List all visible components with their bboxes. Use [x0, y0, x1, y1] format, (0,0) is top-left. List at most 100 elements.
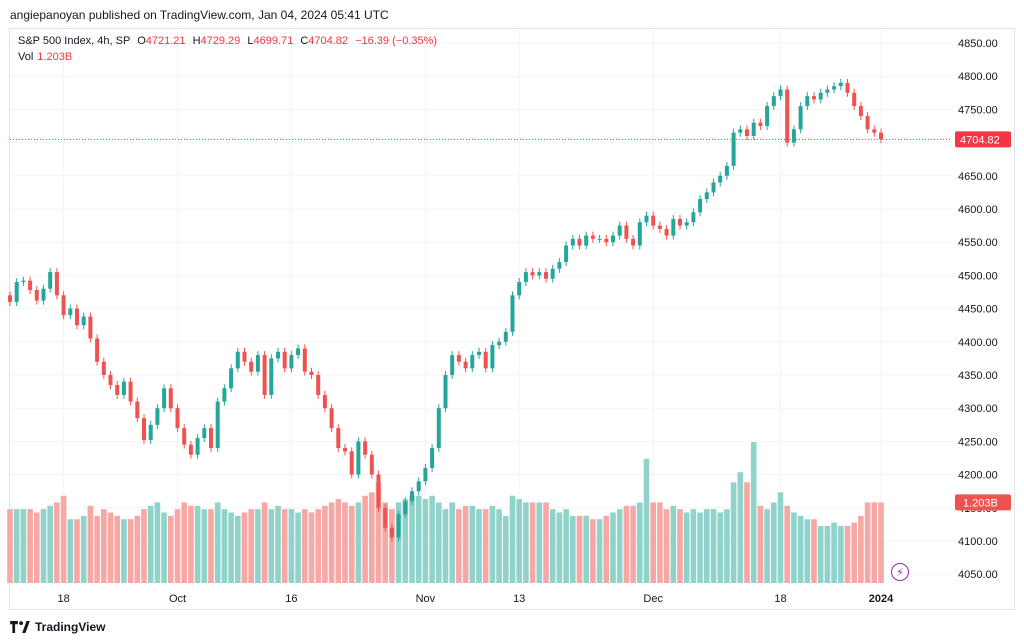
candle	[75, 304, 79, 330]
candle	[550, 264, 555, 283]
volume-legend: Vol 1.203B	[18, 51, 72, 63]
candle-body	[242, 351, 247, 362]
candle	[443, 371, 448, 413]
time-tick-label: Dec	[643, 593, 663, 605]
candle-body	[544, 272, 548, 279]
candle-body	[537, 272, 542, 276]
candle-body	[738, 129, 743, 133]
volume-bar	[295, 512, 301, 583]
candle	[503, 327, 508, 346]
volume-bar	[342, 502, 348, 583]
candle-body	[872, 129, 877, 133]
price-tick-label: 4200.00	[958, 470, 998, 482]
candle	[463, 357, 468, 373]
candle	[34, 286, 39, 305]
volume-label: Vol	[18, 51, 34, 63]
candle-body	[262, 355, 267, 395]
candle-body	[28, 280, 33, 291]
candle-body	[142, 418, 146, 441]
volume-bar	[20, 509, 27, 583]
volume-bar	[302, 509, 308, 583]
price-tick-label: 4350.00	[958, 370, 998, 382]
volume-bar	[13, 509, 20, 583]
candle-body	[88, 316, 93, 339]
volume-bar	[516, 499, 522, 583]
volume-bar	[523, 502, 529, 583]
volume-bar	[121, 519, 127, 583]
volume-bar	[750, 442, 757, 583]
candle-body	[450, 355, 455, 375]
volume-bar	[255, 509, 261, 583]
candle-body	[477, 351, 481, 356]
candle	[282, 347, 287, 373]
candle	[369, 450, 374, 479]
candle	[577, 234, 582, 250]
candle	[182, 424, 187, 449]
candle	[423, 463, 428, 486]
candle-body	[336, 428, 341, 449]
candle-body	[704, 192, 709, 200]
candle-body	[570, 238, 575, 246]
volume-bar	[650, 502, 656, 583]
candle-body	[148, 424, 153, 441]
candle	[249, 357, 254, 376]
candle	[155, 404, 160, 429]
candle-body	[289, 355, 294, 369]
candle	[168, 384, 173, 413]
volume-bar	[54, 502, 60, 583]
ohlc-legend: S&P 500 Index, 4h, SP O4721.21 H4729.29 …	[18, 35, 437, 47]
candle-body	[832, 86, 837, 90]
volume-bar	[402, 499, 409, 583]
time-tick-label: 16	[285, 593, 297, 605]
candle	[704, 188, 709, 204]
last-volume-text: 1.203B	[963, 497, 998, 509]
close-value: 4704.82	[308, 35, 349, 47]
candle-body	[825, 89, 830, 93]
candle-body	[423, 467, 428, 482]
volume-bar	[563, 509, 569, 583]
volume-bar	[456, 509, 462, 583]
candle	[751, 118, 756, 140]
high-label: H	[192, 35, 201, 47]
volume-bar	[308, 512, 315, 583]
volume-bar	[643, 458, 650, 583]
volume-bar	[248, 509, 254, 583]
footer-brand: TradingView	[10, 620, 105, 634]
price-tick-label: 4050.00	[958, 569, 998, 581]
candle	[389, 523, 394, 542]
candle	[175, 404, 180, 433]
volume-bar	[811, 519, 817, 583]
symbol-name[interactable]: S&P 500 Index, 4h, SP	[18, 35, 131, 47]
volume-bar	[704, 509, 710, 583]
candle-body	[14, 282, 19, 302]
volume-bar	[462, 505, 469, 583]
candle	[724, 161, 729, 180]
candle	[805, 92, 810, 111]
candle	[195, 434, 200, 459]
candle-body	[155, 408, 160, 425]
volume-bar	[864, 502, 871, 583]
candle-body	[376, 474, 381, 508]
time-tick-label: 18	[57, 593, 69, 605]
candle	[135, 397, 140, 423]
candle	[81, 312, 86, 330]
volume-bar	[409, 495, 415, 583]
volume-bar	[777, 492, 784, 583]
volume-bar	[771, 502, 777, 583]
volume-bar	[241, 512, 248, 583]
time-tick-label: Oct	[169, 593, 186, 605]
volume-bar	[536, 502, 543, 583]
candle-body	[410, 491, 414, 502]
grid-lines	[10, 29, 952, 585]
candle-body	[805, 96, 810, 107]
candle-body	[604, 238, 609, 243]
candle	[255, 351, 260, 376]
candle	[235, 347, 240, 373]
volume-bar	[7, 509, 13, 583]
lightning-icon[interactable]: ⚡	[891, 563, 909, 581]
volume-bar	[737, 472, 744, 583]
candle-body	[845, 82, 850, 93]
candle-body	[95, 338, 100, 362]
candle-body	[168, 388, 173, 409]
